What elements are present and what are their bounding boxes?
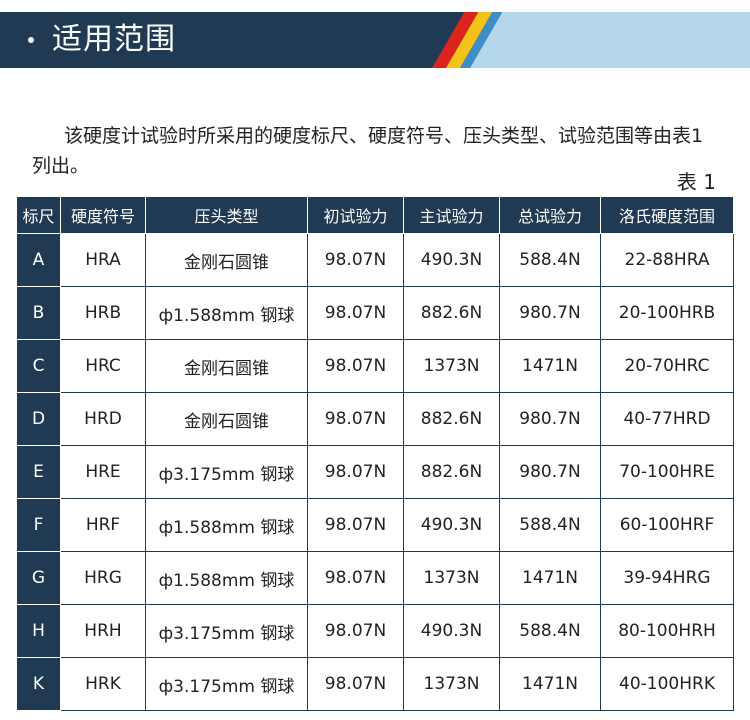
table-row: F HRF ф1.588mm 钢球 98.07N 490.3N 588.4N 6… <box>16 498 734 552</box>
symbol-cell: HRB <box>60 286 146 340</box>
preliminary-force-cell: 98.07N <box>307 657 404 711</box>
main-force-cell: 1373N <box>403 339 500 393</box>
scale-cell: G <box>16 551 61 605</box>
scale-cell: C <box>16 339 61 393</box>
symbol-cell: HRH <box>60 604 146 658</box>
scale-cell: K <box>16 657 61 711</box>
preliminary-force-cell: 98.07N <box>307 233 404 287</box>
hardness-table: 标尺 硬度符号 压头类型 初试验力 主试验力 总试验力 洛氏硬度范围 A HRA… <box>16 196 734 711</box>
main-force-cell: 1373N <box>403 551 500 605</box>
table-row: A HRA 金刚石圆锥 98.07N 490.3N 588.4N 22-88HR… <box>16 233 734 287</box>
header-scale: 标尺 <box>16 196 61 234</box>
preliminary-force-cell: 98.07N <box>307 339 404 393</box>
indenter-cell: ф1.588mm 钢球 <box>145 286 308 340</box>
main-force-cell: 490.3N <box>403 233 500 287</box>
symbol-cell: HRF <box>60 498 146 552</box>
header-main-force: 主试验力 <box>403 196 500 234</box>
range-cell: 40-77HRD <box>600 392 734 446</box>
scale-cell: A <box>16 233 61 287</box>
range-cell: 39-94HRG <box>600 551 734 605</box>
bullet-dot-icon <box>28 37 34 43</box>
main-force-cell: 490.3N <box>403 498 500 552</box>
preliminary-force-cell: 98.07N <box>307 445 404 499</box>
header-symbol: 硬度符号 <box>60 196 146 234</box>
symbol-cell: HRE <box>60 445 146 499</box>
scale-cell: B <box>16 286 61 340</box>
table-row: K HRK ф3.175mm 钢球 98.07N 1373N 1471N 40-… <box>16 657 734 711</box>
scale-cell: H <box>16 604 61 658</box>
table-header-row: 标尺 硬度符号 压头类型 初试验力 主试验力 总试验力 洛氏硬度范围 <box>16 196 734 234</box>
main-force-cell: 882.6N <box>403 392 500 446</box>
preliminary-force-cell: 98.07N <box>307 498 404 552</box>
range-cell: 20-100HRB <box>600 286 734 340</box>
main-force-cell: 1373N <box>403 657 500 711</box>
range-cell: 60-100HRF <box>600 498 734 552</box>
total-force-cell: 1471N <box>499 551 601 605</box>
symbol-cell: HRC <box>60 339 146 393</box>
symbol-cell: HRA <box>60 233 146 287</box>
banner-light-panel <box>470 12 750 68</box>
main-force-cell: 882.6N <box>403 286 500 340</box>
preliminary-force-cell: 98.07N <box>307 551 404 605</box>
scale-cell: D <box>16 392 61 446</box>
header-rockwell-range: 洛氏硬度范围 <box>600 196 734 234</box>
range-cell: 40-100HRK <box>600 657 734 711</box>
indenter-cell: ф1.588mm 钢球 <box>145 498 308 552</box>
symbol-cell: HRK <box>60 657 146 711</box>
table-row: B HRB ф1.588mm 钢球 98.07N 882.6N 980.7N 2… <box>16 286 734 340</box>
total-force-cell: 588.4N <box>499 498 601 552</box>
total-force-cell: 980.7N <box>499 445 601 499</box>
range-cell: 22-88HRA <box>600 233 734 287</box>
main-force-cell: 882.6N <box>403 445 500 499</box>
scale-cell: E <box>16 445 61 499</box>
indenter-cell: ф3.175mm 钢球 <box>145 445 308 499</box>
table-row: G HRG ф1.588mm 钢球 98.07N 1373N 1471N 39-… <box>16 551 734 605</box>
symbol-cell: HRG <box>60 551 146 605</box>
main-force-cell: 490.3N <box>403 604 500 658</box>
table-row: C HRC 金刚石圆锥 98.07N 1373N 1471N 20-70HRC <box>16 339 734 393</box>
range-cell: 70-100HRE <box>600 445 734 499</box>
header-indenter: 压头类型 <box>145 196 308 234</box>
indenter-cell: ф1.588mm 钢球 <box>145 551 308 605</box>
header-preliminary-force: 初试验力 <box>307 196 404 234</box>
intro-paragraph: 该硬度计试验时所采用的硬度标尺、硬度符号、压头类型、试验范围等由表1列出。 <box>32 125 704 177</box>
table-row: E HRE ф3.175mm 钢球 98.07N 882.6N 980.7N 7… <box>16 445 734 499</box>
preliminary-force-cell: 98.07N <box>307 604 404 658</box>
table-caption: 表 1 <box>676 170 716 194</box>
table-row: D HRD 金刚石圆锥 98.07N 882.6N 980.7N 40-77HR… <box>16 392 734 446</box>
range-cell: 20-70HRC <box>600 339 734 393</box>
header-total-force: 总试验力 <box>499 196 601 234</box>
range-cell: 80-100HRH <box>600 604 734 658</box>
total-force-cell: 588.4N <box>499 604 601 658</box>
symbol-cell: HRD <box>60 392 146 446</box>
preliminary-force-cell: 98.07N <box>307 286 404 340</box>
total-force-cell: 980.7N <box>499 392 601 446</box>
total-force-cell: 1471N <box>499 657 601 711</box>
indenter-cell: 金刚石圆锥 <box>145 339 308 393</box>
indenter-cell: 金刚石圆锥 <box>145 233 308 287</box>
table-row: H HRH ф3.175mm 钢球 98.07N 490.3N 588.4N 8… <box>16 604 734 658</box>
scale-cell: F <box>16 498 61 552</box>
indenter-cell: ф3.175mm 钢球 <box>145 604 308 658</box>
total-force-cell: 1471N <box>499 339 601 393</box>
indenter-cell: 金刚石圆锥 <box>145 392 308 446</box>
section-banner: 适用范围 <box>0 12 750 68</box>
section-title: 适用范围 <box>52 22 176 57</box>
total-force-cell: 980.7N <box>499 286 601 340</box>
preliminary-force-cell: 98.07N <box>307 392 404 446</box>
indenter-cell: ф3.175mm 钢球 <box>145 657 308 711</box>
total-force-cell: 588.4N <box>499 233 601 287</box>
